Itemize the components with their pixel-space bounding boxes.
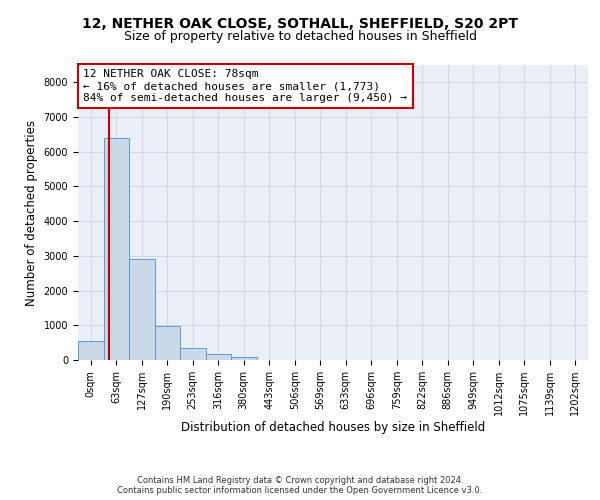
Bar (180, 348, 205, 360)
Bar (129, 258, 155, 360)
Text: Contains HM Land Registry data © Crown copyright and database right 2024.
Contai: Contains HM Land Registry data © Crown c… (118, 476, 482, 495)
Bar (231, 357, 257, 360)
Bar (155, 326, 180, 360)
X-axis label: Distribution of detached houses by size in Sheffield: Distribution of detached houses by size … (181, 421, 485, 434)
Bar (205, 354, 231, 360)
Bar (78, 340, 104, 360)
Text: 12, NETHER OAK CLOSE, SOTHALL, SHEFFIELD, S20 2PT: 12, NETHER OAK CLOSE, SOTHALL, SHEFFIELD… (82, 18, 518, 32)
Text: 12 NETHER OAK CLOSE: 78sqm
← 16% of detached houses are smaller (1,773)
84% of s: 12 NETHER OAK CLOSE: 78sqm ← 16% of deta… (83, 70, 407, 102)
Y-axis label: Number of detached properties: Number of detached properties (25, 120, 38, 306)
Text: Size of property relative to detached houses in Sheffield: Size of property relative to detached ho… (124, 30, 476, 43)
Bar (104, 138, 129, 360)
